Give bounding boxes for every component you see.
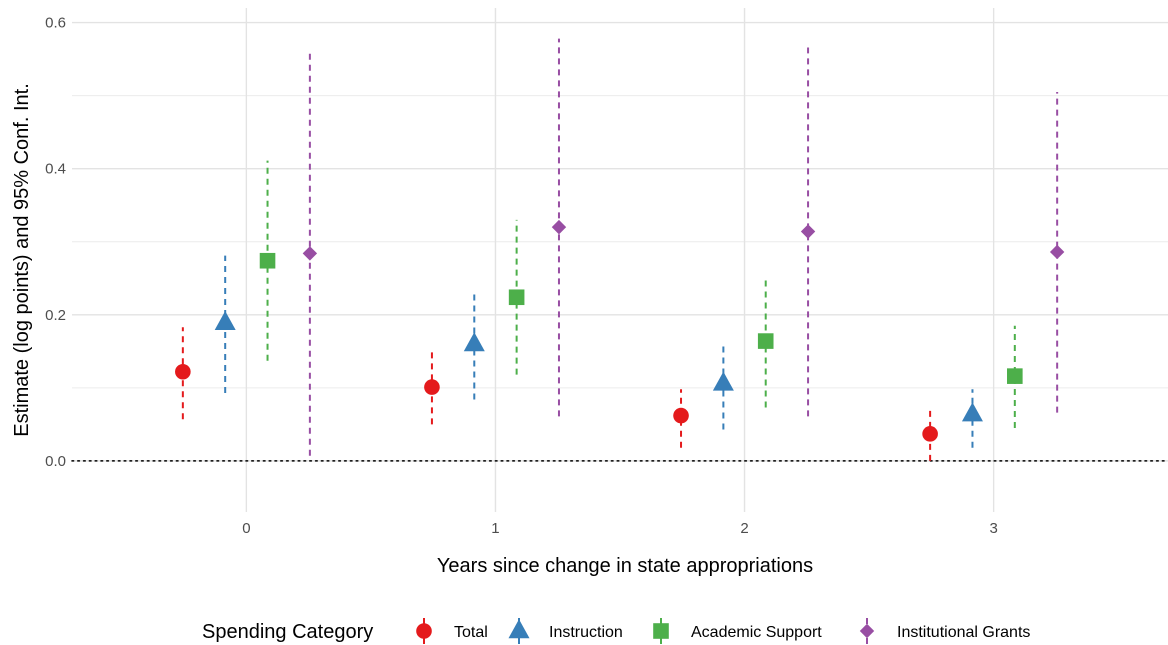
- legend-label: Academic Support: [691, 624, 822, 641]
- legend: Spending Category Total Instruction Academ…: [202, 618, 1030, 645]
- grid: [72, 8, 1168, 512]
- x-tick-label: 2: [740, 520, 748, 537]
- y-axis-title: Estimate (log points) and 95% Conf. Int.: [11, 83, 33, 437]
- legend-item: Total: [416, 618, 488, 645]
- point-estimate: [302, 246, 318, 261]
- point-estimate: [175, 363, 191, 380]
- point-estimate: [712, 371, 734, 391]
- point-estimate: [961, 402, 983, 422]
- point-estimate: [922, 426, 938, 442]
- x-axis-ticks: 0 1 2 3: [242, 520, 998, 537]
- point-estimate: [757, 333, 774, 349]
- y-tick-label: 0.0: [45, 453, 66, 470]
- x-tick-label: 3: [989, 520, 997, 537]
- legend-label: Total: [454, 624, 488, 641]
- point-estimate: [1007, 368, 1023, 384]
- series-institutional-grants: [302, 38, 1065, 456]
- legend-key-marker: [508, 619, 530, 639]
- point-estimate: [214, 311, 236, 331]
- x-tick-label: 1: [491, 520, 499, 537]
- legend-key-marker: [653, 623, 669, 639]
- series-academic-support: [259, 160, 1023, 428]
- y-axis-ticks: 0.0 0.2 0.4 0.6: [45, 15, 66, 470]
- legend-title: Spending Category: [202, 621, 373, 643]
- legend-item: Academic Support: [653, 618, 822, 645]
- legend-item: Institutional Grants: [859, 618, 1030, 645]
- point-estimate: [259, 252, 276, 269]
- legend-key-marker: [859, 623, 875, 639]
- x-tick-label: 0: [242, 520, 250, 537]
- y-tick-label: 0.2: [45, 307, 66, 324]
- legend-items: Total Instruction Academic Support Institut…: [416, 618, 1030, 645]
- legend-key-marker: [416, 623, 432, 639]
- series-total: [175, 327, 938, 461]
- y-tick-label: 0.6: [45, 15, 66, 32]
- x-axis-title: Years since change in state appropriatio…: [437, 555, 813, 577]
- legend-item: Instruction: [508, 618, 623, 645]
- plot-marks: [175, 38, 1065, 461]
- point-estimate: [800, 224, 816, 239]
- point-estimate: [551, 219, 567, 235]
- series-instruction: [214, 255, 983, 448]
- point-estimate: [508, 289, 525, 306]
- point-estimate: [1049, 244, 1065, 260]
- legend-label: Instruction: [549, 624, 623, 641]
- point-estimate: [424, 379, 440, 395]
- legend-label: Institutional Grants: [897, 624, 1030, 641]
- point-estimate: [673, 407, 689, 424]
- point-estimate: [463, 332, 485, 352]
- y-tick-label: 0.4: [45, 161, 66, 178]
